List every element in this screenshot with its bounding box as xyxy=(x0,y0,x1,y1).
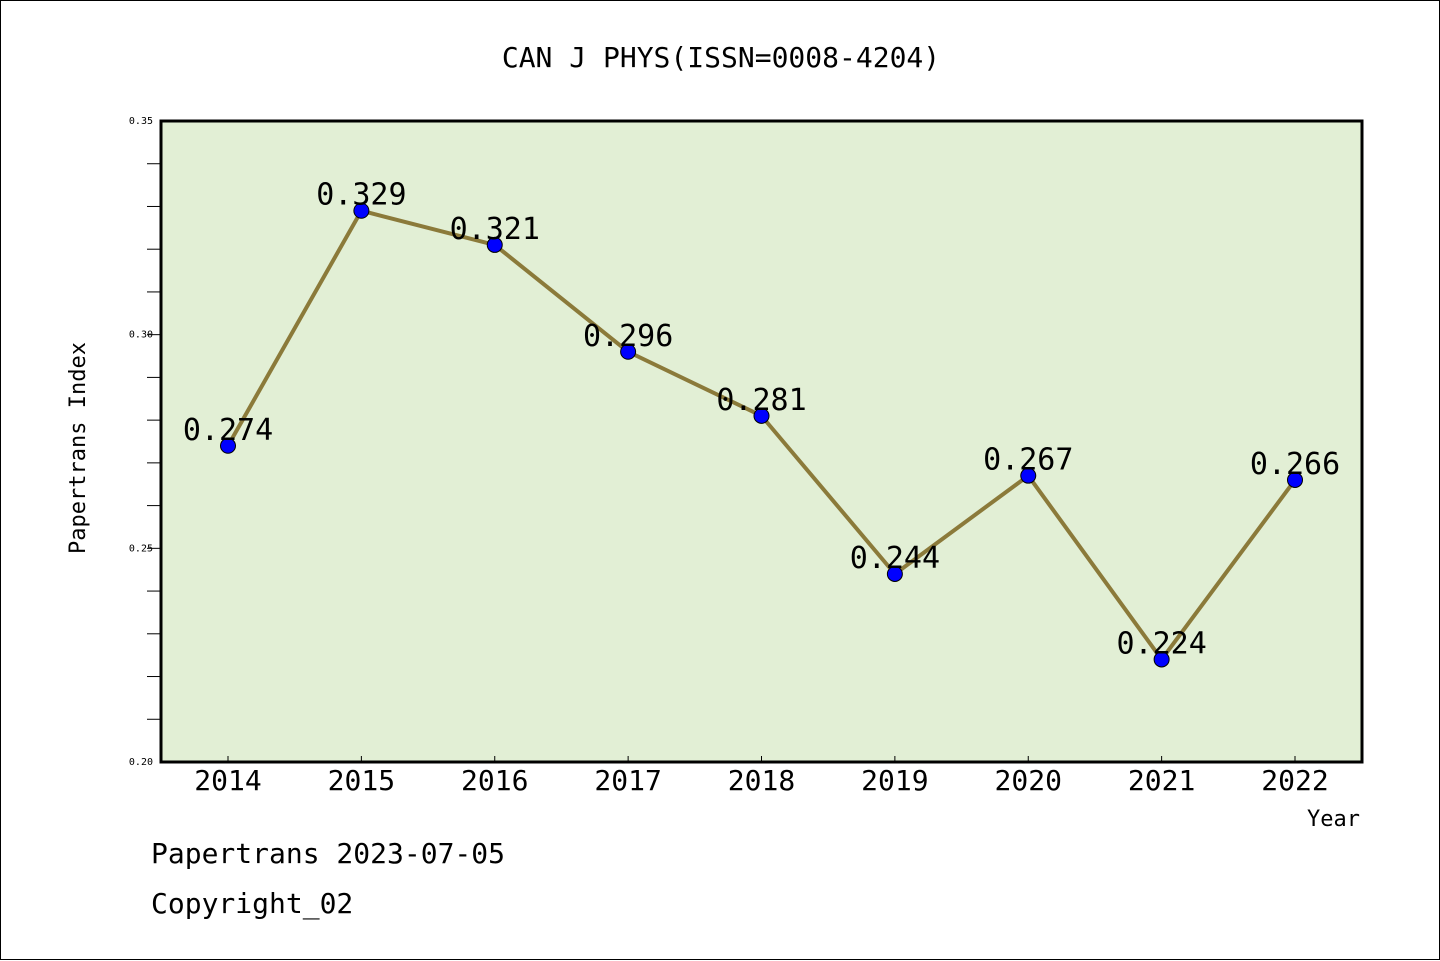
data-point xyxy=(353,202,370,219)
data-label: 0.274 xyxy=(183,413,273,448)
data-point xyxy=(220,437,236,454)
y-tick-label: 0.25 xyxy=(129,543,153,554)
y-axis-title: Papertrans Index xyxy=(66,342,91,554)
data-label: 0.329 xyxy=(316,178,406,213)
data-point xyxy=(1287,471,1303,488)
y-tick-label: 0.35 xyxy=(129,116,153,127)
x-tick-label: 2014 xyxy=(194,764,261,797)
x-tick-label: 2015 xyxy=(328,764,395,797)
data-point xyxy=(886,565,903,582)
data-point xyxy=(486,236,503,253)
footer-date: Papertrans 2023-07-05 xyxy=(151,837,506,870)
x-tick-label: 2020 xyxy=(995,764,1062,797)
data-point xyxy=(1020,467,1037,484)
data-labels-group: 0.274 0.329 0.321 0.296 0.281 0.244 0.267 0.224… xyxy=(183,178,1340,662)
x-tick-label: 2018 xyxy=(728,764,795,797)
data-label: 0.296 xyxy=(583,319,673,354)
x-tick-label: 2019 xyxy=(861,764,928,797)
data-label: 0.266 xyxy=(1250,447,1340,482)
y-tick-label: 0.30 xyxy=(129,330,153,341)
x-tick-label: 2022 xyxy=(1261,764,1328,797)
data-label: 0.321 xyxy=(450,212,540,247)
data-label: 0.267 xyxy=(983,443,1073,478)
data-point xyxy=(1153,651,1170,668)
y-tick-label: 0.20 xyxy=(129,757,153,768)
y-axis: 0.20 0.25 0.30 0.35 xyxy=(129,116,161,768)
chart-title: CAN J PHYS(ISSN=0008-4204) xyxy=(502,41,940,74)
x-tick-label: 2016 xyxy=(461,764,528,797)
plot-area xyxy=(159,119,1364,764)
x-axis-title: Year xyxy=(1307,807,1360,832)
data-point xyxy=(620,343,637,360)
data-point xyxy=(753,407,770,424)
data-label: 0.244 xyxy=(850,541,940,576)
data-label: 0.281 xyxy=(716,383,806,418)
x-tick-label: 2017 xyxy=(594,764,661,797)
data-label: 0.224 xyxy=(1116,626,1206,661)
markers-group xyxy=(220,202,1303,668)
x-tick-label: 2021 xyxy=(1128,764,1195,797)
x-axis: 2014 2015 2016 2017 2018 2019 2020 2021 2022 xyxy=(194,756,1329,797)
footer-copyright: Copyright_02 xyxy=(151,887,354,920)
